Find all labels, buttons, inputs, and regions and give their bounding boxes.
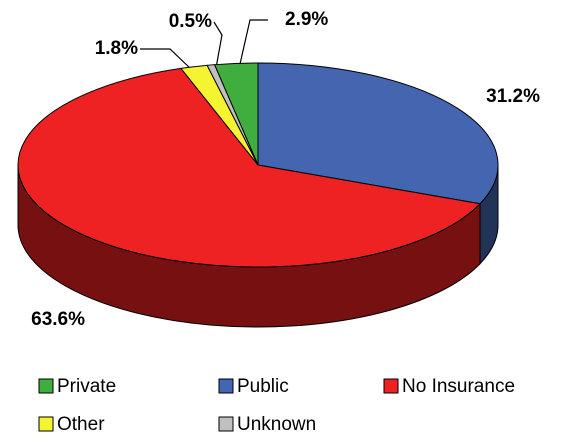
legend-label: Public [237, 376, 289, 397]
data-label: 63.6% [31, 309, 85, 330]
pie-slice [257, 62, 499, 205]
pie-tops [17, 62, 499, 268]
leader-line [213, 21, 223, 69]
legend-label: Other [57, 414, 105, 435]
leader-line [140, 48, 193, 71]
data-label: 31.2% [486, 86, 540, 107]
legend-label: No Insurance [402, 376, 515, 397]
legend-swatch [38, 416, 54, 432]
leader-line [239, 19, 268, 65]
legend-label: Private [57, 376, 116, 397]
legend-label: Unknown [237, 414, 316, 435]
legend-swatch [38, 378, 54, 394]
data-label: 1.8% [95, 38, 138, 59]
data-label: 0.5% [169, 11, 212, 32]
legend-swatch [383, 378, 399, 394]
pie-slice [206, 64, 259, 166]
legend: Private Public No Insurance Other Unknown [38, 376, 515, 435]
data-label: 2.9% [285, 9, 328, 30]
legend-swatch [218, 378, 234, 394]
leader-lines [140, 19, 268, 71]
pie-slice [17, 67, 482, 268]
legend-swatch [218, 416, 234, 432]
